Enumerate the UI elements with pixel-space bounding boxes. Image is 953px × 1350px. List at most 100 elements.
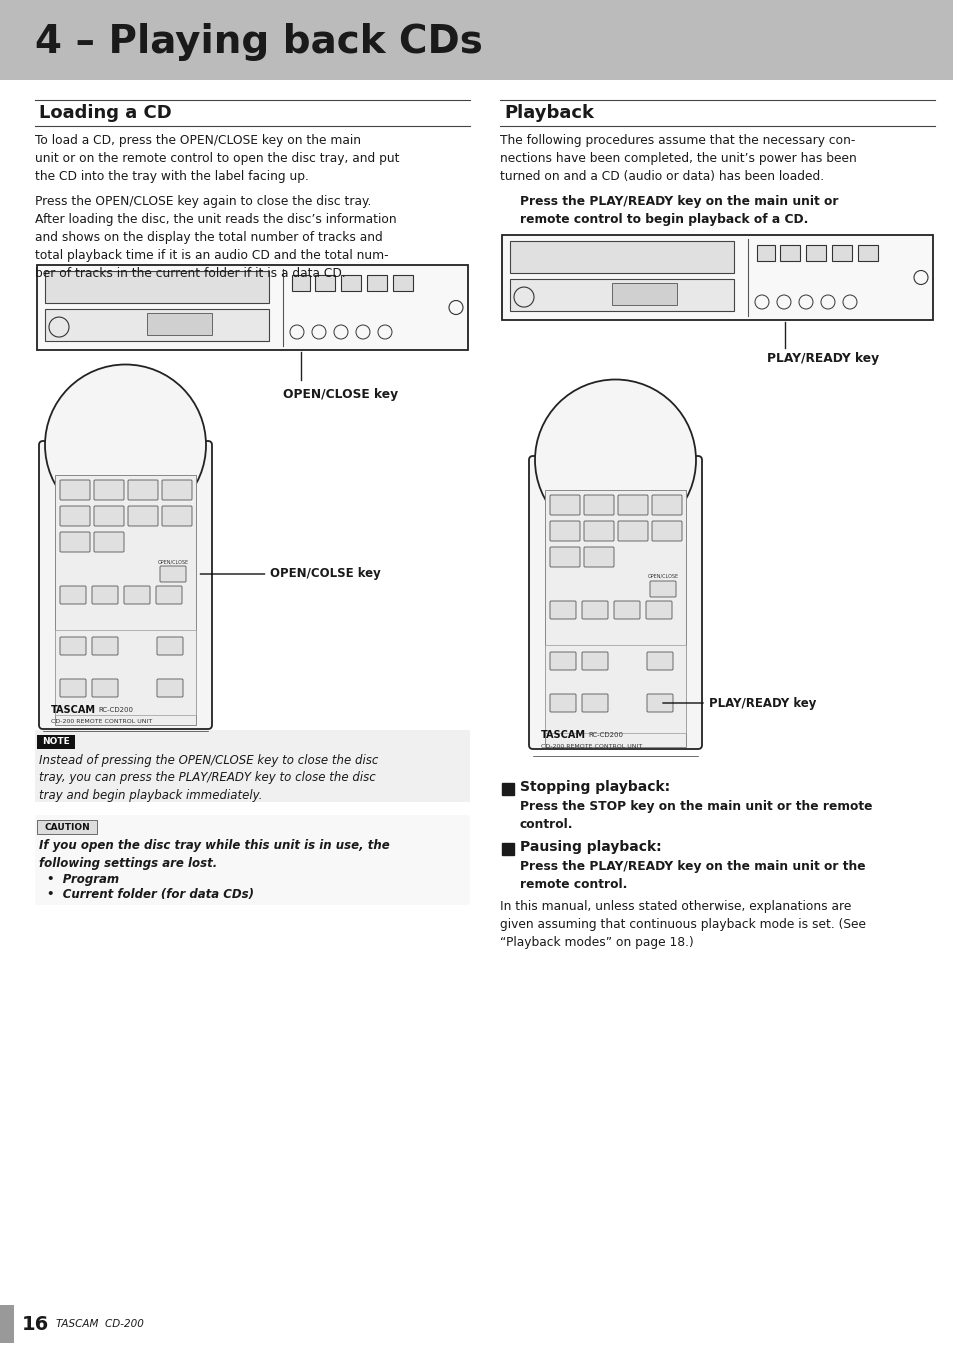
FancyBboxPatch shape xyxy=(614,601,639,620)
FancyBboxPatch shape xyxy=(94,532,124,552)
FancyBboxPatch shape xyxy=(157,679,183,697)
Text: PLAY/READY key: PLAY/READY key xyxy=(766,352,878,365)
Text: Press the OPEN/CLOSE key again to close the disc tray.
After loading the disc, t: Press the OPEN/CLOSE key again to close … xyxy=(35,194,396,279)
FancyBboxPatch shape xyxy=(651,521,681,541)
FancyBboxPatch shape xyxy=(393,275,413,292)
FancyBboxPatch shape xyxy=(583,495,614,514)
Bar xyxy=(501,842,514,855)
Text: TASCAM: TASCAM xyxy=(51,705,96,716)
FancyBboxPatch shape xyxy=(756,244,774,261)
Text: TASCAM  CD-200: TASCAM CD-200 xyxy=(56,1319,144,1328)
Text: NOTE: NOTE xyxy=(42,737,70,747)
FancyBboxPatch shape xyxy=(618,495,647,514)
Text: CD-200 REMOTE CONTROL UNIT: CD-200 REMOTE CONTROL UNIT xyxy=(540,744,641,749)
Circle shape xyxy=(535,379,696,540)
FancyBboxPatch shape xyxy=(646,694,672,711)
FancyBboxPatch shape xyxy=(45,309,269,340)
FancyBboxPatch shape xyxy=(550,601,576,620)
FancyBboxPatch shape xyxy=(0,0,953,80)
FancyBboxPatch shape xyxy=(581,694,607,711)
Text: Stopping playback:: Stopping playback: xyxy=(519,780,669,794)
Text: PLAY/READY key: PLAY/READY key xyxy=(708,697,816,710)
Text: 16: 16 xyxy=(22,1315,50,1334)
FancyBboxPatch shape xyxy=(55,475,195,725)
FancyBboxPatch shape xyxy=(529,456,701,749)
FancyBboxPatch shape xyxy=(583,547,614,567)
FancyBboxPatch shape xyxy=(91,679,118,697)
FancyBboxPatch shape xyxy=(501,235,932,320)
FancyBboxPatch shape xyxy=(128,506,158,526)
FancyBboxPatch shape xyxy=(544,490,685,747)
FancyBboxPatch shape xyxy=(340,275,360,292)
Text: Press the PLAY/READY key on the main unit or the
remote control.: Press the PLAY/READY key on the main uni… xyxy=(519,860,864,891)
FancyBboxPatch shape xyxy=(147,313,212,335)
FancyBboxPatch shape xyxy=(60,586,86,603)
Text: Loading a CD: Loading a CD xyxy=(39,104,172,122)
Text: Press the PLAY/READY key on the main unit or
remote control to begin playback of: Press the PLAY/READY key on the main uni… xyxy=(519,194,838,225)
FancyBboxPatch shape xyxy=(612,282,677,305)
FancyBboxPatch shape xyxy=(60,679,86,697)
FancyBboxPatch shape xyxy=(91,586,118,603)
Text: OPEN/CLOSE: OPEN/CLOSE xyxy=(157,559,189,564)
FancyBboxPatch shape xyxy=(544,645,685,733)
FancyBboxPatch shape xyxy=(37,734,75,749)
Text: 4 – Playing back CDs: 4 – Playing back CDs xyxy=(35,23,482,61)
FancyBboxPatch shape xyxy=(157,637,183,655)
FancyBboxPatch shape xyxy=(37,819,97,834)
FancyBboxPatch shape xyxy=(60,506,90,526)
Text: OPEN/CLOSE: OPEN/CLOSE xyxy=(647,574,678,579)
FancyBboxPatch shape xyxy=(35,815,470,904)
FancyBboxPatch shape xyxy=(162,506,192,526)
FancyBboxPatch shape xyxy=(649,580,676,597)
Bar xyxy=(501,783,514,795)
Text: In this manual, unless stated otherwise, explanations are
given assuming that co: In this manual, unless stated otherwise,… xyxy=(499,900,865,949)
FancyBboxPatch shape xyxy=(91,637,118,655)
Text: RC-CD200: RC-CD200 xyxy=(98,707,132,713)
Text: Instead of pressing the OPEN/CLOSE key to close the disc
tray, you can press the: Instead of pressing the OPEN/CLOSE key t… xyxy=(39,755,378,802)
FancyBboxPatch shape xyxy=(162,481,192,500)
FancyBboxPatch shape xyxy=(94,481,124,500)
Text: RC-CD200: RC-CD200 xyxy=(587,732,622,738)
FancyBboxPatch shape xyxy=(124,586,150,603)
FancyBboxPatch shape xyxy=(94,506,124,526)
FancyBboxPatch shape xyxy=(550,521,579,541)
FancyBboxPatch shape xyxy=(550,547,579,567)
Text: Playback: Playback xyxy=(503,104,594,122)
Circle shape xyxy=(45,364,206,525)
FancyBboxPatch shape xyxy=(156,586,182,603)
FancyBboxPatch shape xyxy=(581,601,607,620)
Text: The following procedures assume that the necessary con-
nections have been compl: The following procedures assume that the… xyxy=(499,134,856,184)
FancyBboxPatch shape xyxy=(60,532,90,552)
FancyBboxPatch shape xyxy=(60,637,86,655)
FancyBboxPatch shape xyxy=(618,521,647,541)
FancyBboxPatch shape xyxy=(160,566,186,582)
FancyBboxPatch shape xyxy=(510,242,734,273)
Text: OPEN/CLOSE key: OPEN/CLOSE key xyxy=(283,387,397,401)
FancyBboxPatch shape xyxy=(581,652,607,670)
FancyBboxPatch shape xyxy=(35,730,470,802)
Text: •  Current folder (for data CDs): • Current folder (for data CDs) xyxy=(47,888,253,900)
FancyBboxPatch shape xyxy=(857,244,877,261)
Text: •  Program: • Program xyxy=(47,873,119,886)
FancyBboxPatch shape xyxy=(651,495,681,514)
FancyBboxPatch shape xyxy=(314,275,335,292)
FancyBboxPatch shape xyxy=(645,601,671,620)
FancyBboxPatch shape xyxy=(550,652,576,670)
FancyBboxPatch shape xyxy=(550,495,579,514)
Text: If you open the disc tray while this unit is in use, the
following settings are : If you open the disc tray while this uni… xyxy=(39,838,390,869)
FancyBboxPatch shape xyxy=(646,652,672,670)
Text: TASCAM: TASCAM xyxy=(540,730,585,740)
Text: CD-200 REMOTE CONTROL UNIT: CD-200 REMOTE CONTROL UNIT xyxy=(51,720,152,724)
FancyBboxPatch shape xyxy=(510,279,734,310)
FancyBboxPatch shape xyxy=(367,275,387,292)
FancyBboxPatch shape xyxy=(550,694,576,711)
Text: OPEN/COLSE key: OPEN/COLSE key xyxy=(271,567,381,580)
FancyBboxPatch shape xyxy=(45,271,269,304)
FancyBboxPatch shape xyxy=(0,1305,14,1343)
FancyBboxPatch shape xyxy=(39,441,212,729)
FancyBboxPatch shape xyxy=(292,275,310,292)
FancyBboxPatch shape xyxy=(37,265,468,350)
FancyBboxPatch shape xyxy=(831,244,851,261)
Text: CAUTION: CAUTION xyxy=(44,822,90,832)
FancyBboxPatch shape xyxy=(55,630,195,716)
